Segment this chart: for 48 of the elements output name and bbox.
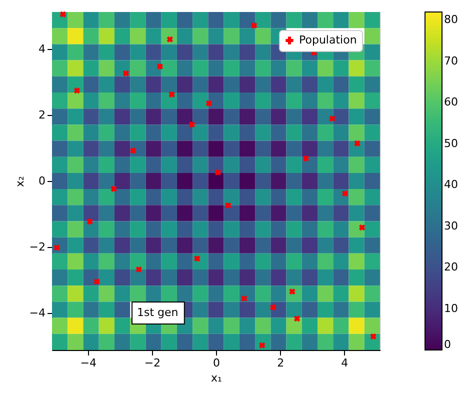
point <box>329 115 336 122</box>
color-bar-label: 50 <box>444 136 458 150</box>
point <box>342 190 348 197</box>
color-bar-label: 0 <box>444 338 451 351</box>
color-bar-label: 10 <box>444 302 458 315</box>
y-tick-label: 0 <box>38 174 46 188</box>
point <box>214 169 222 176</box>
color-bar-label: 70 <box>444 54 458 68</box>
point <box>250 22 258 29</box>
y-tick-label: 2 <box>38 108 46 122</box>
point <box>225 202 232 209</box>
color-bar-label: 40 <box>444 178 458 192</box>
y-axis-title: x₂ <box>13 176 26 187</box>
point <box>130 148 136 154</box>
point <box>156 63 164 70</box>
point <box>110 186 117 192</box>
annotation: 1st gen <box>137 306 178 319</box>
point <box>136 266 142 273</box>
point <box>86 218 93 225</box>
point <box>241 295 248 302</box>
y-tick-label: −2 <box>29 240 46 254</box>
legend-label: Population <box>299 34 357 46</box>
point <box>188 121 196 128</box>
x-axis-title: x₁ <box>211 372 222 384</box>
point <box>206 100 212 107</box>
point <box>60 11 66 18</box>
color-bar-label: 80 <box>444 13 458 26</box>
point <box>354 140 360 146</box>
point <box>122 70 130 77</box>
point <box>370 333 376 340</box>
point <box>168 91 175 98</box>
point <box>94 278 100 285</box>
x-tick-label: −4 <box>80 356 96 370</box>
point <box>302 155 310 162</box>
color-bar-label: 60 <box>444 96 458 109</box>
color-bar-label: 30 <box>444 219 458 232</box>
point <box>258 342 266 349</box>
color-bar-label: 20 <box>444 260 458 274</box>
x-tick-label: 4 <box>341 356 348 370</box>
x-tick-label: 2 <box>277 356 284 370</box>
point <box>270 304 276 311</box>
point <box>74 87 80 94</box>
y-tick-label: 4 <box>38 42 46 56</box>
point <box>294 316 300 322</box>
x-tick-label: −2 <box>144 356 161 370</box>
x-tick-label: 0 <box>213 356 220 370</box>
y-tick-label: −4 <box>29 306 46 320</box>
point <box>358 224 366 231</box>
